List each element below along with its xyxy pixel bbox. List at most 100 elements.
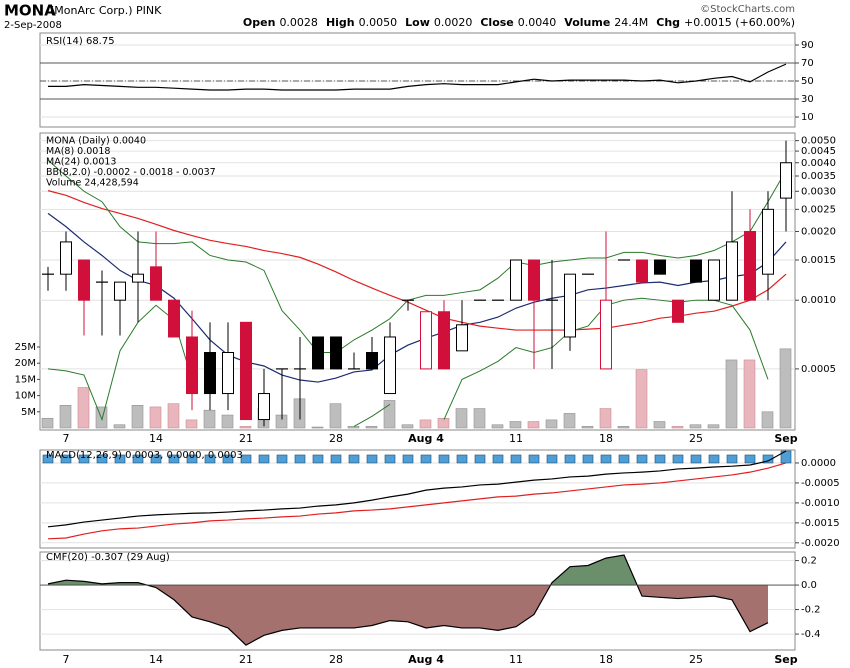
y-tick-label: 0.0050 xyxy=(801,136,836,147)
histogram-bar xyxy=(222,454,234,464)
histogram-bar xyxy=(438,454,450,464)
quote-value: 0.0020 xyxy=(434,16,473,29)
histogram-bar xyxy=(330,454,342,464)
histogram-bar xyxy=(168,454,180,464)
x-tick-label: 25 xyxy=(689,432,703,445)
candle-body xyxy=(420,311,432,370)
histogram-bar xyxy=(600,454,612,464)
quote-value: 0.0028 xyxy=(279,16,318,29)
volume-bar xyxy=(653,421,666,429)
y-tick-label: 0.0015 xyxy=(801,255,836,266)
candle-body xyxy=(690,259,702,283)
volume-bar xyxy=(401,424,414,429)
volume-bar xyxy=(149,406,162,429)
volume-bar xyxy=(203,409,216,429)
histogram-bar xyxy=(582,454,594,464)
volume-bar xyxy=(725,359,738,429)
histogram-bar xyxy=(528,454,540,464)
volume-bar xyxy=(563,413,576,429)
histogram-bar xyxy=(42,454,54,464)
histogram-bar xyxy=(510,454,522,464)
candle-body xyxy=(726,241,738,301)
y-tick-label: 0.0030 xyxy=(801,186,836,197)
rsi-panel xyxy=(39,32,796,128)
x-tick-label: Sep xyxy=(774,432,797,445)
histogram-bar xyxy=(474,454,486,464)
volume-bar xyxy=(743,359,756,429)
volume-bar xyxy=(59,405,72,429)
y-tick-label: -0.0020 xyxy=(801,538,840,549)
volume-bar xyxy=(545,419,558,429)
quote-value: 0.0050 xyxy=(359,16,398,29)
x-tick-label: 14 xyxy=(149,432,163,445)
candle-body xyxy=(654,259,666,275)
candle-body xyxy=(330,336,342,370)
y-tick-label: 15M xyxy=(15,374,36,385)
y-tick-label: 25M xyxy=(15,342,36,353)
histogram-bar xyxy=(420,454,432,464)
candle-body xyxy=(60,241,72,275)
volume-bar xyxy=(455,408,468,429)
cmf-panel xyxy=(39,551,796,651)
x-tick-label: 18 xyxy=(599,432,613,445)
histogram-bar xyxy=(618,454,630,464)
y-tick-label: 10M xyxy=(15,391,36,402)
volume-bar xyxy=(491,424,504,429)
credit: ©StockCharts.com xyxy=(700,4,795,15)
candle-body xyxy=(672,299,684,323)
histogram-bar xyxy=(726,454,738,464)
area-positive xyxy=(48,555,768,586)
histogram-bar xyxy=(546,454,558,464)
x-tick-label: Aug 4 xyxy=(408,432,444,445)
x-tick-label: Sep xyxy=(774,653,797,666)
x-tick-label: 25 xyxy=(689,653,703,666)
legend-entry: BB(8,2.0) -0.0002 - 0.0018 - 0.0037 xyxy=(46,167,216,178)
y-tick-label: 30 xyxy=(801,94,814,105)
volume-bar xyxy=(311,426,324,429)
candle-body xyxy=(150,266,162,301)
volume-bar xyxy=(707,424,720,429)
series-line xyxy=(47,462,787,540)
volume-bar xyxy=(761,411,774,429)
y-tick-label: 0.0040 xyxy=(801,158,836,169)
y-tick-label: 10 xyxy=(801,112,814,123)
volume-bar xyxy=(509,421,522,429)
candle-body xyxy=(258,393,270,421)
candle-body xyxy=(780,162,792,199)
volume-bar xyxy=(329,403,342,429)
y-tick-label: 0.0010 xyxy=(801,295,836,306)
quote-label: High xyxy=(326,16,355,29)
volume-bar xyxy=(419,419,432,429)
y-tick-label: 0.0000 xyxy=(801,458,836,469)
candle-body xyxy=(744,230,756,301)
volume-bar xyxy=(599,408,612,429)
volume-bar xyxy=(239,426,252,429)
y-tick-label: -0.2 xyxy=(801,605,821,616)
candle-body xyxy=(438,311,450,370)
histogram-bar xyxy=(402,454,414,464)
candle-body xyxy=(240,321,252,421)
volume-bar xyxy=(365,426,378,429)
quote-label: Low xyxy=(405,16,430,29)
histogram-bar xyxy=(240,454,252,464)
x-tick-label: 14 xyxy=(149,653,163,666)
histogram-bar xyxy=(762,454,774,464)
y-tick-label: 0.0045 xyxy=(801,146,836,157)
histogram-bar xyxy=(78,454,90,464)
moving-average xyxy=(47,212,787,383)
quote-label: Close xyxy=(480,16,513,29)
y-tick-label: 0.0025 xyxy=(801,204,836,215)
histogram-bar xyxy=(636,454,648,464)
volume-bar xyxy=(77,387,90,429)
volume-bar xyxy=(113,424,126,429)
y-tick-label: -0.4 xyxy=(801,629,821,640)
legend-entry: Volume 24,428,594 xyxy=(46,178,139,189)
candle-body xyxy=(114,281,126,301)
panel-title: RSI(14) 68.75 xyxy=(46,36,115,47)
histogram-bar xyxy=(456,454,468,464)
histogram-bar xyxy=(690,454,702,464)
candle-body xyxy=(366,352,378,370)
volume-bar xyxy=(383,400,396,429)
histogram-bar xyxy=(186,454,198,464)
